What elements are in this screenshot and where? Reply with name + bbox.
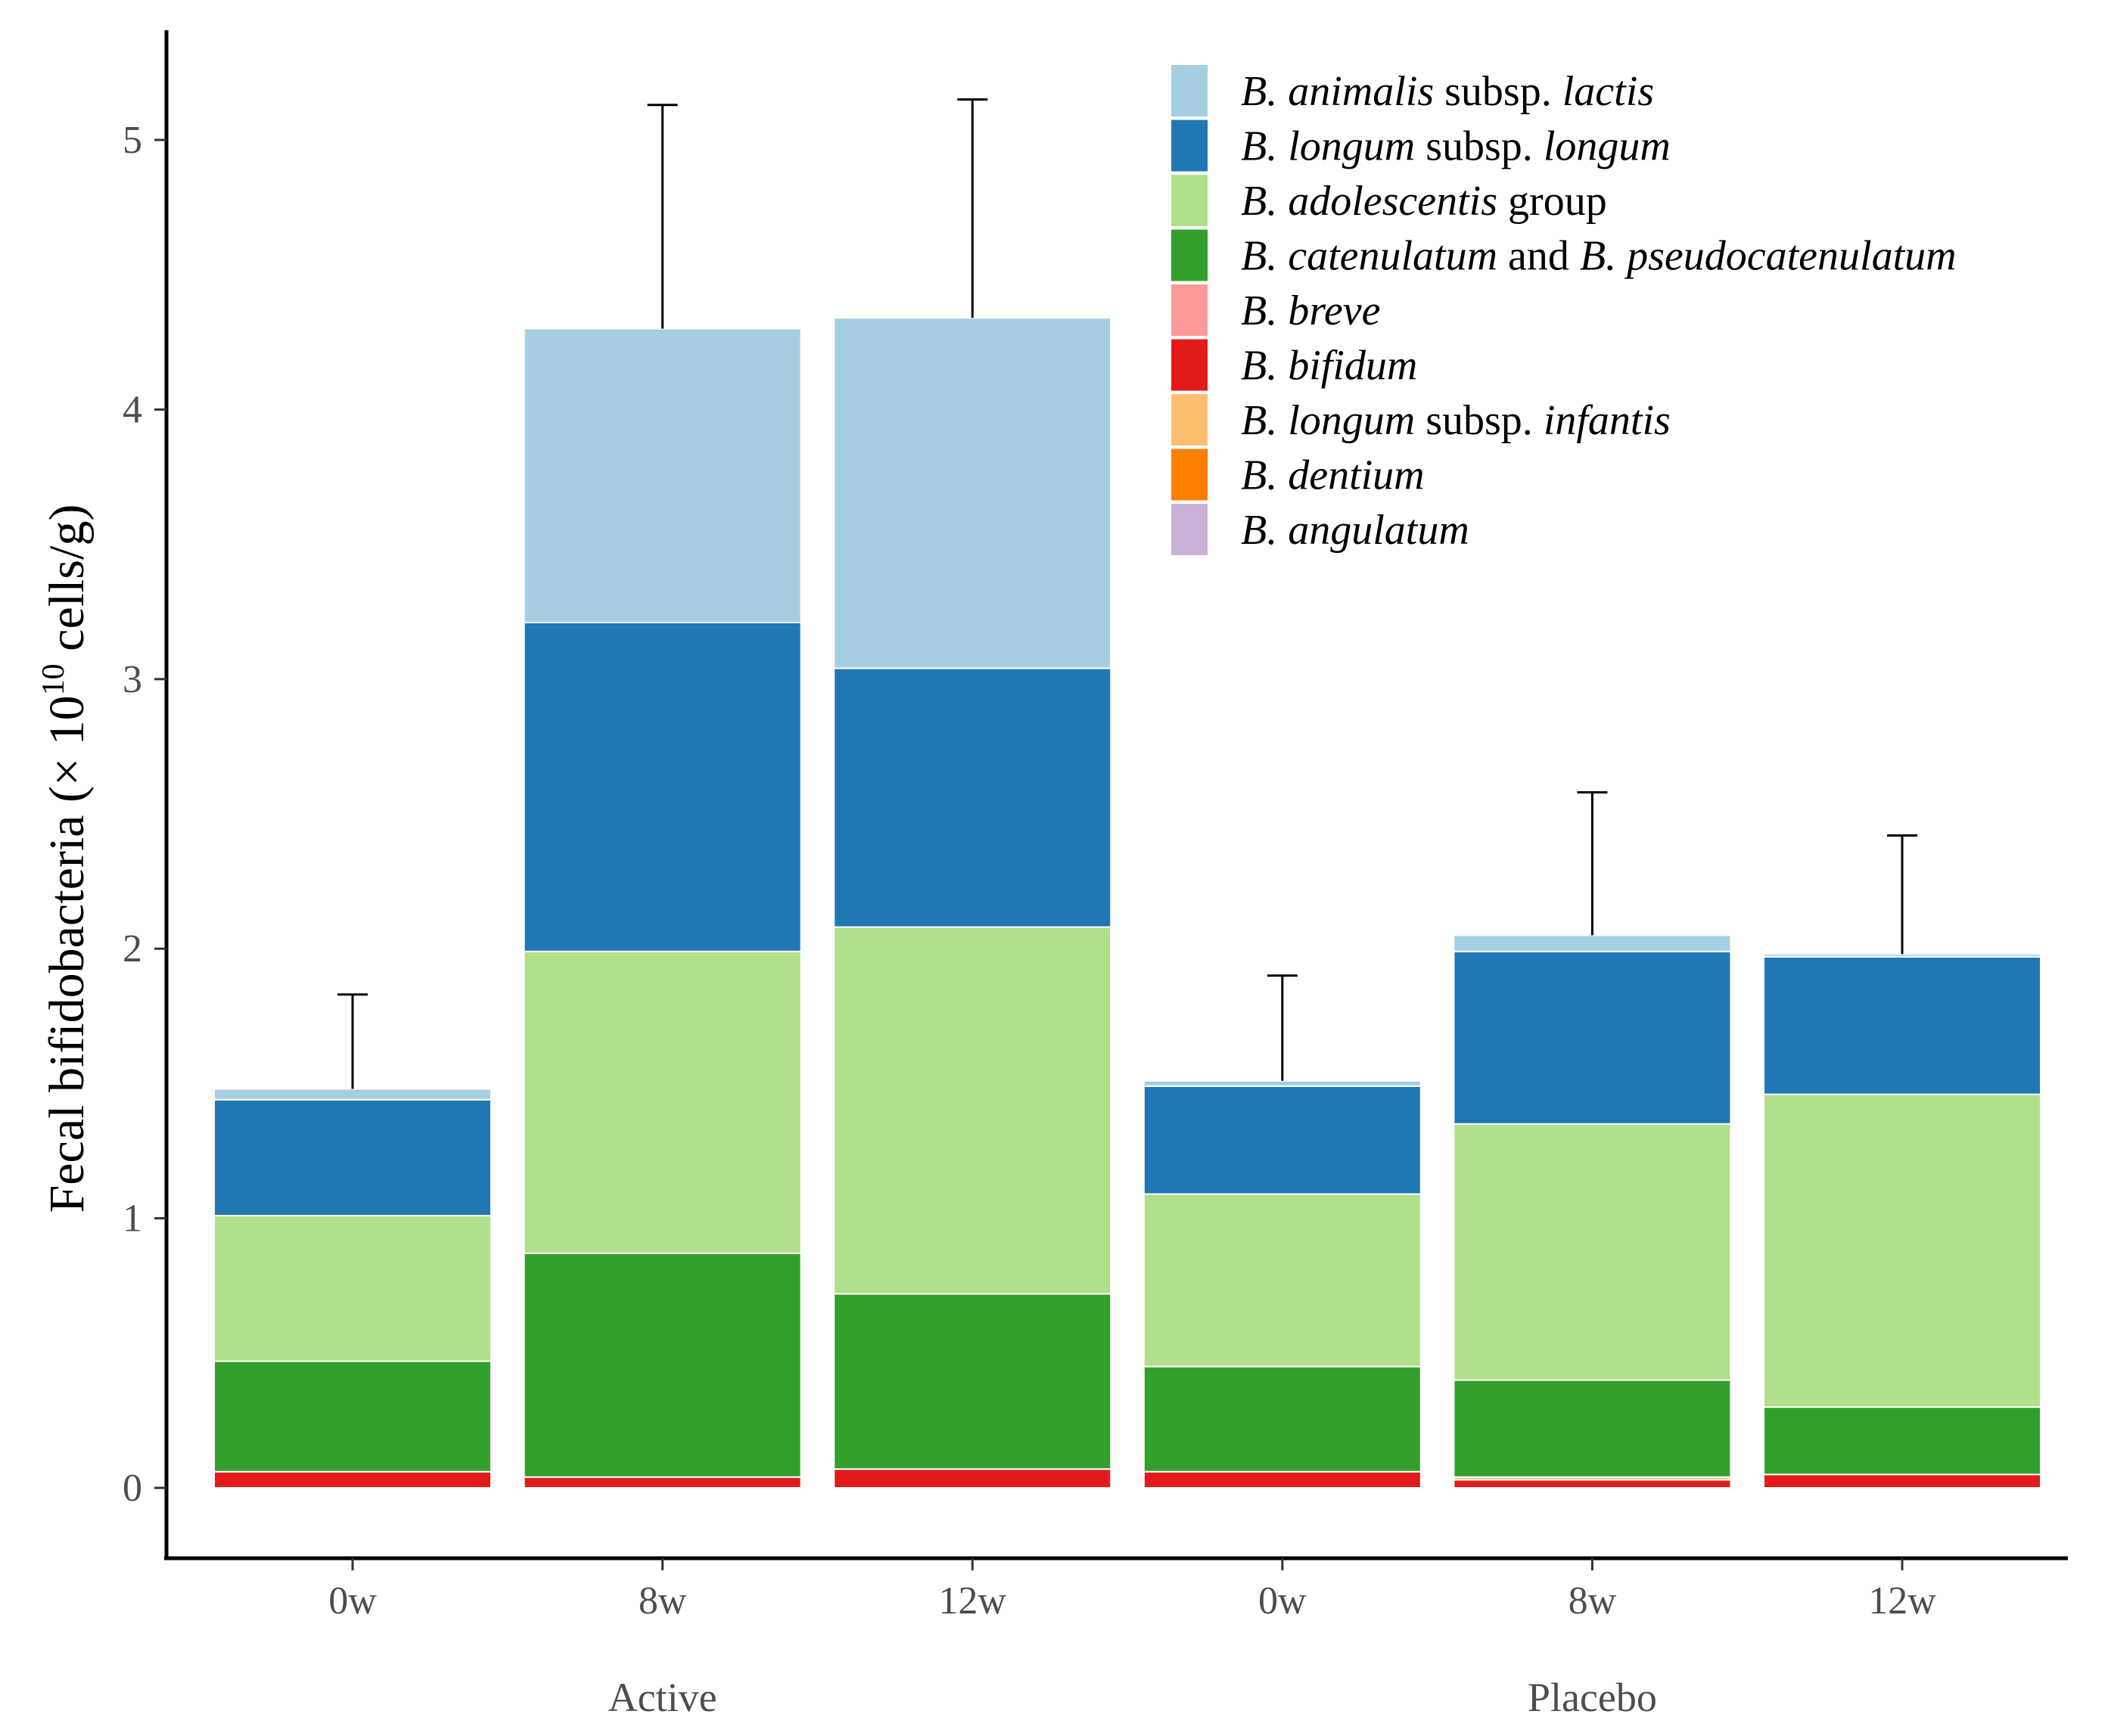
x-tick-label-1: 8w [639, 1579, 687, 1623]
bar-segment-1-4 [523, 622, 802, 952]
y-tick-label-4: 4 [123, 388, 142, 431]
legend-entry-3: B. catenulatum and B. pseudocatenulatum [1171, 229, 1957, 281]
bars-layer [213, 317, 2041, 1489]
bar-segment-5-4 [1763, 955, 2041, 1095]
legend-label-8: B. angulatum [1241, 507, 1469, 554]
bar-segment-4-3 [1453, 1123, 1732, 1381]
bar-segment-3-2 [1143, 1365, 1422, 1473]
x-tick-label-4: 8w [1569, 1579, 1617, 1623]
legend-swatch-5 [1171, 339, 1208, 391]
legend-entry-0: B. animalis subsp. lactis [1171, 65, 1654, 116]
ticks-layer: 0w 8w 12w 0w 8w 12w Active Placebo 0 1 2 3 4 5 [123, 119, 1936, 1720]
legend-entry-5: B. bifidum [1171, 339, 1417, 391]
bar-segment-4-4 [1453, 950, 1732, 1125]
bar-segment-1-2 [523, 1252, 802, 1478]
x-tick-label-5: 12w [1868, 1579, 1936, 1623]
bar-segment-4-5 [1453, 934, 1732, 952]
axes-layer [164, 30, 2068, 1561]
bar-segment-0-4 [213, 1098, 492, 1217]
legend-label-6: B. longum subsp. infantis [1241, 397, 1671, 444]
x-tick-label-3: 0w [1258, 1579, 1307, 1623]
y-tick-label-0: 0 [123, 1467, 142, 1510]
y-tick-label-5: 5 [123, 119, 142, 162]
bar-segment-4-0 [1453, 1479, 1732, 1489]
bar-segment-5-5 [1763, 953, 2041, 958]
x-tick-label-2: 12w [938, 1579, 1006, 1623]
legend-label-3: B. catenulatum and B. pseudocatenulatum [1241, 233, 1957, 280]
error-bar-4 [1577, 791, 1608, 936]
legend-label-5: B. bifidum [1241, 343, 1417, 390]
group-label-active: Active [608, 1675, 717, 1720]
legend-swatch-0 [1171, 65, 1208, 116]
error-bar-1 [647, 104, 678, 329]
legend-swatch-7 [1171, 449, 1208, 501]
legend-label-7: B. dentium [1241, 452, 1425, 499]
bar-segment-2-5 [833, 317, 1112, 669]
bar-segment-0-2 [213, 1360, 492, 1473]
bar-segment-1-5 [523, 328, 802, 623]
legend-swatch-2 [1171, 175, 1208, 226]
legend-swatch-8 [1171, 504, 1208, 555]
legend-label-2: B. adolescentis group [1241, 178, 1607, 225]
legend-swatch-1 [1171, 120, 1208, 172]
bar-segment-2-2 [833, 1293, 1112, 1470]
x-tick-label-0: 0w [328, 1579, 377, 1623]
legend-swatch-4 [1171, 284, 1208, 336]
legend-entry-4: B. breve [1171, 284, 1381, 336]
legend-label-4: B. breve [1241, 287, 1381, 334]
bar-segment-0-3 [213, 1215, 492, 1362]
y-tick-label-3: 3 [123, 658, 142, 701]
y-tick-label-2: 2 [123, 927, 142, 970]
legend-swatch-6 [1171, 394, 1208, 446]
bar-segment-2-3 [833, 926, 1112, 1295]
bar-segment-2-4 [833, 667, 1112, 928]
error-bar-2 [957, 98, 988, 318]
legend-swatch-3 [1171, 229, 1208, 281]
legend-label-0: B. animalis subsp. lactis [1241, 68, 1654, 115]
legend-label-1: B. longum subsp. longum [1241, 123, 1671, 170]
bar-segment-5-0 [1763, 1474, 2041, 1489]
legend-entry-8: B. angulatum [1171, 504, 1469, 555]
legend-entry-7: B. dentium [1171, 449, 1425, 501]
legend-entry-1: B. longum subsp. longum [1171, 120, 1671, 172]
bar-segment-0-0 [213, 1470, 492, 1489]
bar-segment-5-2 [1763, 1406, 2041, 1476]
error-bar-3 [1267, 974, 1298, 1081]
error-bars-layer [337, 98, 1917, 1089]
bar-segment-3-0 [1143, 1470, 1422, 1489]
bar-segment-3-3 [1143, 1193, 1422, 1368]
bar-segment-1-0 [523, 1476, 802, 1489]
group-label-placebo: Placebo [1528, 1675, 1657, 1720]
bar-segment-3-4 [1143, 1085, 1422, 1195]
bar-segment-5-3 [1763, 1093, 2041, 1408]
y-tick-label-1: 1 [123, 1197, 142, 1241]
bar-segment-1-3 [523, 950, 802, 1255]
legend-entry-2: B. adolescentis group [1171, 175, 1607, 226]
legend-entry-6: B. longum subsp. infantis [1171, 394, 1671, 446]
legend: B. animalis subsp. lactis B. longum subsp… [1171, 65, 1957, 555]
bar-segment-3-5 [1143, 1079, 1422, 1087]
bar-segment-2-0 [833, 1468, 1112, 1489]
y-axis-label: Fecal bifidobacteria (× 1010 cells/g) [36, 505, 95, 1213]
bar-segment-0-5 [213, 1088, 492, 1101]
error-bar-5 [1887, 834, 1917, 955]
bar-segment-4-2 [1453, 1379, 1732, 1478]
error-bar-0 [337, 993, 368, 1089]
